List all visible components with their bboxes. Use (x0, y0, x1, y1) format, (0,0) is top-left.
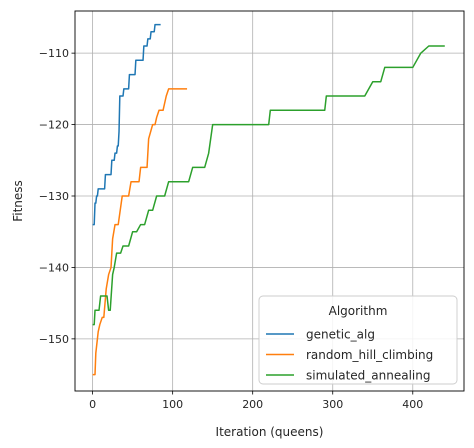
x-axis-label: Iteration (queens) (216, 425, 324, 439)
x-tick-label: 300 (322, 398, 343, 411)
legend-entry-label: random_hill_climbing (306, 348, 433, 362)
x-tick-label: 100 (162, 398, 183, 411)
y-axis-label: Fitness (11, 180, 25, 222)
series-line-genetic-alg (92, 23, 161, 226)
legend: Algorithm genetic_alg random_hill_climbin… (258, 295, 458, 385)
x-tick-label: 200 (242, 398, 263, 411)
series-layer (92, 23, 445, 376)
plot-frame (74, 10, 465, 392)
legend-entry-label: genetic_alg (306, 328, 375, 342)
series-line-random-hill-climbing (92, 88, 188, 376)
x-tick-label: 400 (402, 398, 423, 411)
y-tick-label: −140 (39, 261, 69, 274)
legend-entry-label: simulated_annealing (306, 369, 430, 383)
legend-title: Algorithm (329, 304, 388, 318)
series-line-simulated-annealing (92, 45, 445, 326)
y-tick-label: −130 (39, 190, 69, 203)
x-tick-label: 0 (89, 398, 96, 411)
ticks: 0 100 200 300 400 −110 −120 −130 −140 −150 (39, 47, 423, 411)
y-tick-label: −110 (39, 47, 69, 60)
legend-items: genetic_alg random_hill_climbing simulated… (266, 328, 433, 383)
legend-frame (258, 295, 458, 385)
y-tick-label: −120 (39, 119, 69, 132)
y-tick-label: −150 (39, 333, 69, 346)
